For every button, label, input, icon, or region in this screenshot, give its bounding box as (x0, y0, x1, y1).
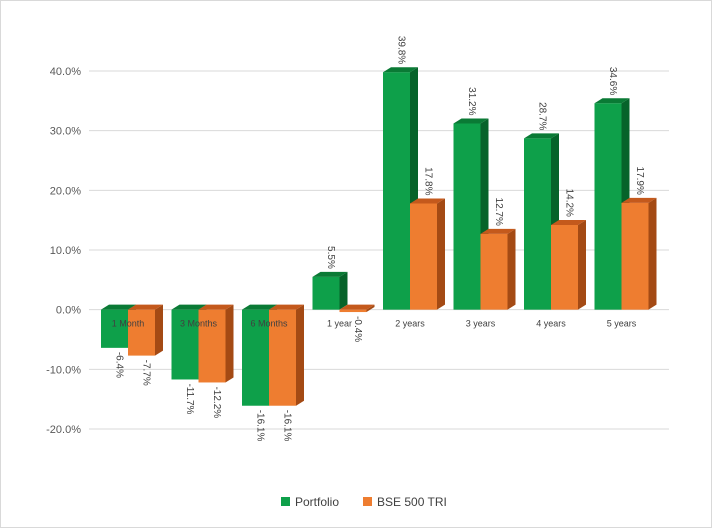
bar (269, 309, 296, 406)
bar-top (524, 133, 559, 139)
category-label: 1 Month (112, 319, 145, 329)
bars (101, 67, 657, 406)
y-tick-label: -10.0% (46, 364, 81, 376)
y-tick-label: 40.0% (50, 66, 81, 78)
data-label: -12.2% (211, 386, 222, 418)
bar-side (507, 228, 516, 310)
bar-side (339, 271, 348, 310)
bar-top (198, 304, 234, 310)
category-labels: 1 Month 3 Months 6 Months 1 year 2 years 3 ye… (112, 319, 637, 329)
bar-top (312, 271, 348, 277)
bar-top (339, 304, 375, 310)
bar-top (621, 197, 657, 203)
bar-side (578, 219, 586, 310)
data-label: 5.5% (325, 246, 336, 269)
data-label: 12.7% (493, 198, 504, 226)
bar (339, 309, 367, 313)
y-tick-label: 0.0% (56, 305, 81, 317)
category-label: 3 years (466, 319, 496, 329)
category-label: 2 years (395, 319, 425, 329)
bar-top (128, 304, 163, 310)
bar-top (410, 198, 445, 204)
bar (594, 103, 622, 310)
data-label: -11.7% (184, 383, 195, 414)
legend-swatch (281, 497, 290, 506)
y-tick-label: 20.0% (50, 185, 81, 197)
legend-label: Portfolio (295, 495, 339, 509)
bar-top (480, 228, 516, 234)
bar-top (594, 98, 630, 104)
bar-top (101, 304, 136, 310)
bar (171, 309, 199, 380)
data-label: 39.8% (396, 36, 407, 64)
bar-top (383, 67, 418, 73)
data-label: -16.1% (255, 410, 266, 442)
category-label: 6 Months (250, 319, 288, 329)
y-axis-ticks: 40.0% 30.0% 20.0% 10.0% 0.0% -10.0% -20.0% (46, 66, 81, 436)
bar (242, 309, 269, 406)
data-label: -16.1% (282, 410, 293, 442)
bar (410, 203, 437, 310)
bar (621, 202, 649, 310)
data-labels: -6.4% -7.7% -11.7% -12.2% -16.1% -16.1% 5.5% -0… (114, 36, 646, 442)
legend: Portfolio BSE 500 TRI (281, 495, 447, 509)
y-tick-label: 10.0% (50, 245, 81, 257)
bar-side (155, 304, 163, 356)
bar (128, 309, 155, 356)
category-label: 3 Months (180, 319, 218, 329)
category-label: 1 year (327, 319, 352, 329)
category-label: 5 years (607, 319, 637, 329)
data-label: 34.6% (607, 67, 618, 95)
bar-side (366, 304, 375, 313)
bar-side (296, 304, 304, 406)
bar (198, 309, 226, 383)
bar-top (269, 304, 304, 310)
y-tick-label: -20.0% (46, 424, 81, 436)
bar (101, 309, 128, 348)
data-label: 31.2% (466, 87, 477, 115)
legend-swatch (363, 497, 372, 506)
data-label: 17.8% (423, 167, 434, 195)
bar-top (242, 304, 277, 310)
data-label: -6.4% (114, 352, 125, 378)
bar-side (225, 304, 234, 383)
bar (453, 123, 481, 310)
data-label: 14.2% (564, 189, 575, 217)
bar (551, 224, 578, 310)
data-label: 28.7% (537, 102, 548, 130)
category-label: 4 years (536, 319, 566, 329)
bar-side (437, 198, 445, 310)
bar-top (171, 304, 207, 310)
bar (312, 276, 340, 310)
y-tick-label: 30.0% (50, 126, 81, 138)
legend-label: BSE 500 TRI (377, 495, 447, 509)
bar (480, 233, 508, 310)
bar-top (453, 118, 489, 124)
bar-top (551, 219, 586, 225)
bar-side (648, 197, 657, 310)
data-label: -0.4% (352, 316, 363, 342)
data-label: -7.7% (141, 360, 152, 386)
bar (524, 138, 551, 310)
data-label: 17.9% (634, 167, 645, 195)
bar (383, 72, 410, 310)
